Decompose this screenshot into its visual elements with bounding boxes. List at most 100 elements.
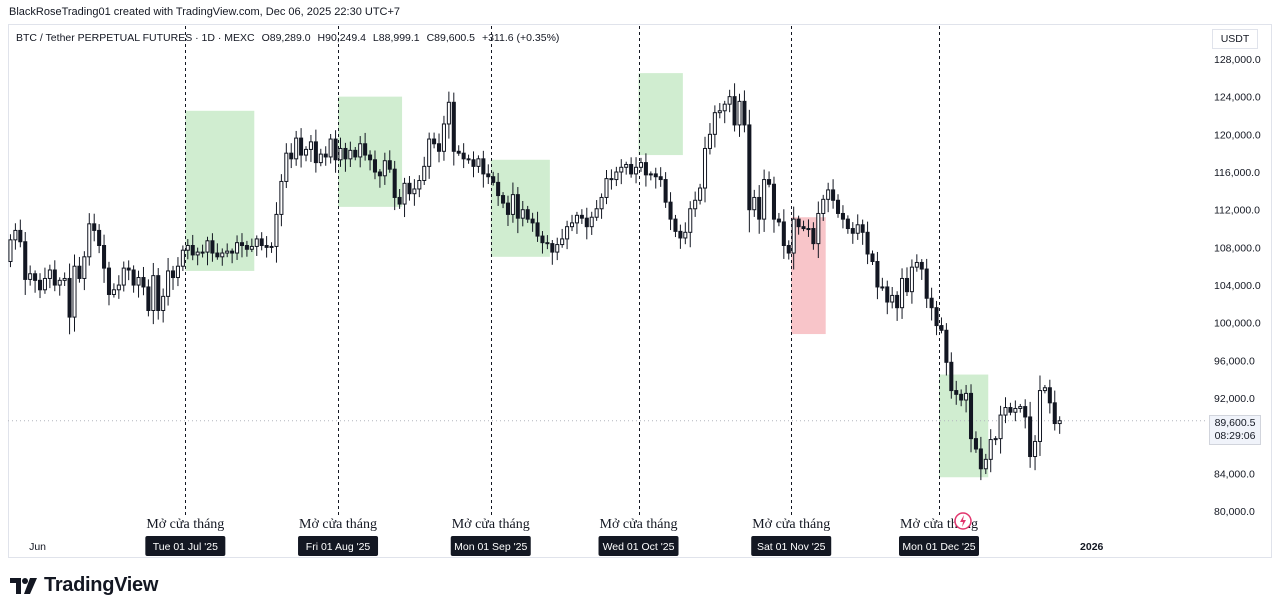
candle (855, 214, 860, 240)
price-tick-label: 120,000.0 (1214, 129, 1261, 141)
candle-body (796, 218, 801, 228)
candle (392, 160, 397, 211)
candle-body (1052, 402, 1057, 425)
candle (461, 143, 466, 169)
candle (343, 142, 348, 172)
candle (249, 238, 254, 253)
candle (1052, 390, 1057, 431)
candle (835, 194, 841, 218)
candle-body (1018, 406, 1023, 409)
candle-body (220, 252, 225, 258)
candle-body (673, 218, 678, 232)
candle (505, 195, 511, 226)
candle (954, 380, 959, 405)
price-tick-label: 100,000.0 (1214, 318, 1261, 330)
candle (717, 103, 722, 119)
candle-body (693, 199, 698, 210)
candle-body (195, 251, 200, 256)
candle (939, 317, 944, 334)
candle (92, 213, 97, 242)
candle (299, 128, 304, 168)
candle-body (737, 100, 742, 126)
candle-body (717, 110, 722, 114)
date-chip-bg (751, 536, 832, 556)
candle (441, 115, 446, 161)
currency-selector[interactable]: USDT (1212, 29, 1258, 49)
candle (1023, 399, 1028, 429)
candle-body (441, 123, 446, 152)
candle (722, 100, 727, 124)
price-tick-label: 108,000.0 (1214, 242, 1261, 254)
candle (427, 132, 432, 179)
candle-body (806, 228, 811, 231)
candle (604, 170, 609, 205)
candle-body (638, 162, 644, 168)
candle (387, 150, 392, 173)
candle-body (599, 196, 604, 210)
candle (269, 242, 274, 253)
candle-body (1057, 420, 1062, 425)
candle (244, 240, 249, 257)
price-tick-label: 112,000.0 (1214, 205, 1260, 217)
candle (762, 169, 767, 232)
candle-body (151, 275, 156, 312)
candle (333, 130, 338, 173)
candle (486, 164, 491, 185)
candle (235, 235, 240, 260)
price-tick-label: 128,000.0 (1214, 54, 1261, 66)
candle (106, 261, 112, 306)
candle-body (535, 222, 540, 237)
candle (294, 130, 299, 166)
candle (653, 167, 658, 189)
bar-countdown: 08:29:06 (1214, 430, 1256, 442)
candle-body (82, 256, 87, 279)
candle (348, 141, 353, 167)
candle-body (353, 149, 358, 158)
candle (904, 267, 910, 296)
candle (688, 201, 693, 248)
candle-body (875, 261, 880, 288)
candle-body (323, 153, 328, 158)
candle-body (565, 226, 570, 240)
candle (959, 389, 964, 407)
candle-body (289, 152, 294, 160)
candle (13, 223, 18, 250)
candle (303, 146, 309, 162)
candle-body (451, 101, 456, 152)
candle-body (811, 228, 816, 245)
candle-body (111, 289, 116, 295)
candle-body (52, 269, 57, 286)
candle-body (343, 147, 348, 160)
candle (949, 352, 954, 399)
candle-body (432, 138, 437, 145)
candle-body (786, 244, 791, 254)
last-price: 89,600.5 (1214, 417, 1256, 429)
candle (254, 235, 259, 256)
candle-body (97, 229, 102, 246)
green-zone (638, 73, 683, 156)
candle-body (816, 212, 821, 245)
candle (67, 263, 72, 335)
candle (638, 157, 644, 172)
time-axis: Jun 2026 (29, 541, 1103, 553)
candle-body (515, 194, 520, 219)
candle (111, 283, 116, 298)
candle (702, 136, 708, 203)
candle-body (249, 245, 254, 250)
candle-body (190, 244, 195, 256)
candle (594, 200, 599, 221)
candle-body (37, 279, 43, 291)
candle (771, 176, 777, 233)
candle (663, 172, 668, 208)
candle-body (259, 238, 264, 246)
candle (451, 92, 456, 166)
candle (77, 256, 82, 283)
candle-body (900, 277, 905, 309)
candle-body (92, 223, 97, 231)
candle-body (269, 245, 274, 248)
candle (747, 109, 752, 233)
candle (673, 214, 678, 238)
candle-body (382, 160, 387, 177)
candle-body (776, 218, 781, 223)
